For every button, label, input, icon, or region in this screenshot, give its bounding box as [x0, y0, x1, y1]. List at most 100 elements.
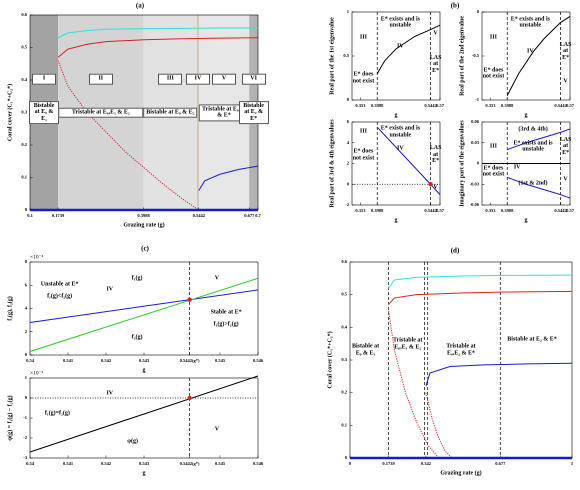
chart-title: (c): [141, 245, 149, 253]
region-text: Tristable at E₀,E₂ & E*: [198, 103, 250, 122]
y-tick-label: 0: [345, 455, 348, 460]
annotation: E* does not exist: [482, 67, 505, 80]
x-tick-label: 0: [349, 461, 352, 466]
x-tick-label: 0.353: [485, 208, 496, 213]
x-tick-label: 0.5442: [193, 213, 206, 218]
region-label: III: [158, 74, 183, 85]
x-tick-label: 0.3988: [501, 208, 514, 213]
y-axis-label: Real part of the 2nd eigenvalue: [459, 16, 465, 96]
series-line: [507, 128, 571, 151]
y-axis-label: Real part of the 1st eigenvalue: [329, 17, 335, 95]
y-tick-label: -2: [23, 435, 27, 440]
y-axis-label: f₁(g), f₂(g): [6, 296, 13, 321]
annotation: E* exists and is unstable: [380, 15, 420, 29]
annotation: f₁(g)=f₂(g): [44, 410, 70, 417]
x-tick-label: 1: [571, 461, 574, 466]
x-tick-label: 0.545: [215, 358, 226, 363]
plot-frame: [29, 377, 259, 459]
annotation: LAS at E*: [559, 41, 572, 61]
x-tick-label: 0.5442: [424, 103, 437, 108]
region: [197, 15, 199, 210]
x-tick-label: 0.353: [355, 103, 366, 108]
x-tick-label: 0.7: [255, 213, 261, 218]
y-tick-label: -3: [23, 455, 27, 460]
x-tick-label: 0.57: [566, 103, 575, 108]
y-tick-label: 0.1: [341, 422, 347, 427]
annotation: V: [214, 275, 220, 282]
x-tick-label: 0.5442(g*): [180, 358, 200, 363]
x-axis-label: g: [143, 367, 146, 373]
x-axis-label: g: [143, 470, 146, 476]
annotation: Tristable at E₀,E₂ & E*: [446, 343, 476, 357]
annotation: V: [433, 185, 438, 192]
region-text: Bistable at E₀ & E₂: [143, 107, 198, 118]
annotation: E* does not exist: [352, 71, 375, 84]
y-tick-label: -0.5: [472, 53, 480, 58]
series-line: [507, 176, 571, 199]
y-tick-label: 6: [347, 119, 350, 124]
annotation: f₁(g)>f₂(g): [213, 321, 239, 328]
region-label: VI: [241, 74, 266, 85]
x-axis-label: Grazing rate (g): [123, 221, 164, 228]
region-label: IV: [185, 74, 210, 85]
marker-point: [187, 297, 192, 302]
x-tick-label: 0.677: [495, 461, 506, 466]
y-tick-label: -0.06: [470, 202, 480, 207]
annotation: E* does not exist: [482, 165, 505, 178]
x-tick-label: 0.677: [244, 213, 255, 218]
x-tick-label: 0.542: [101, 358, 112, 363]
y-tick-label: 1: [25, 375, 28, 380]
y-tick-label: -2: [345, 202, 349, 207]
annotation: f₁(g): [131, 275, 143, 282]
annotation: III: [359, 35, 367, 42]
region-text: Bistable at E₀ & E₁: [29, 100, 60, 125]
series-line: [388, 310, 440, 459]
x-tick-label: 0.54: [26, 358, 35, 363]
annotation: III: [489, 35, 497, 42]
y-tick-label: 4: [25, 306, 28, 311]
y-tick-label: 0: [25, 207, 28, 212]
y-axis-label: Imaginary part of the eigenvalues: [459, 120, 465, 207]
y-axis-label: Coral cover (C₁*+C₂*): [326, 331, 333, 388]
y-tick-label: 0.6: [21, 12, 27, 17]
x-axis-label: Grazing rate (g): [440, 469, 481, 476]
x-tick-label: 0.5442: [554, 208, 567, 213]
x-tick-label: 0.57: [436, 208, 445, 213]
y-axis-label: φ(g) = f₁(g) − f₂(g): [6, 395, 13, 440]
y-tick-label: 0.5: [341, 292, 347, 297]
marker-point: [187, 395, 192, 401]
y-tick-label: 2: [347, 161, 350, 166]
series-line: [57, 27, 258, 39]
region-label: I: [32, 74, 57, 85]
annotation: (1st & 2nd): [518, 180, 548, 187]
series-line: [388, 274, 573, 289]
y-tick-label: 0.4: [21, 77, 27, 82]
annotation: Stable at E*: [210, 309, 242, 316]
y-axis-label: Coral cover (C₁*+C₂*): [6, 84, 13, 141]
y-tick-label: 2: [25, 329, 28, 334]
annotation: E* does not exist: [352, 148, 375, 162]
series-line: [29, 277, 259, 352]
x-axis-label: g: [395, 112, 398, 118]
y-tick-label: 6: [25, 282, 28, 287]
annotation: Unstable at E*: [40, 281, 79, 288]
y-tick-label: 4: [347, 140, 350, 145]
x-tick-label: 0.353: [355, 208, 366, 213]
series-line: [425, 392, 453, 459]
series-line: [57, 60, 200, 211]
region-text: Bistable at E₂ & E*: [238, 100, 269, 125]
annotation: V: [214, 426, 220, 433]
x-tick-label: 0.3988: [371, 103, 384, 108]
annotation: E* exists and is unstable: [510, 15, 550, 29]
annotation: LAS at E*: [429, 145, 442, 165]
annotation: LAS at E*: [429, 54, 442, 75]
y-tick-label: 0: [347, 97, 350, 102]
x-tick-label: 0.541: [63, 358, 74, 363]
annotation: Bistable at E₀ & E₁: [351, 343, 380, 357]
marker-point: [428, 182, 433, 187]
annotation: IV: [106, 286, 114, 293]
series-line: [425, 362, 573, 387]
x-tick-label: 0.3988: [371, 208, 384, 213]
series-line: [506, 15, 571, 96]
